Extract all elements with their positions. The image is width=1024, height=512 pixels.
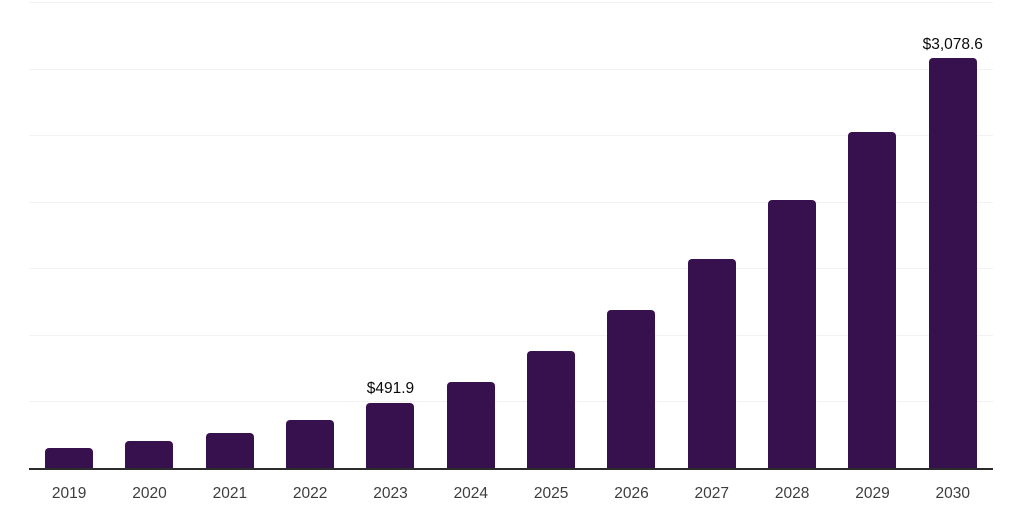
data-label-2030: $3,078.6 — [922, 35, 983, 53]
bar-2027 — [687, 258, 736, 468]
gridline-1000 — [29, 334, 993, 336]
x-tick-label-2024: 2024 — [453, 485, 489, 502]
bar-slot-2024 — [431, 2, 511, 468]
x-tick-label-2020: 2020 — [132, 485, 167, 502]
gridline-1500 — [29, 268, 993, 270]
x-tick-label-2027: 2027 — [694, 485, 730, 502]
bar-2023 — [366, 402, 415, 468]
bar-2026 — [607, 310, 656, 468]
bar-2021 — [205, 433, 254, 468]
bars-layer: $491.9 $3,078.6 — [29, 2, 993, 468]
x-tick-label-2026: 2026 — [614, 485, 649, 502]
bar-slot-2023: $491.9 — [350, 2, 430, 468]
bar-2024 — [446, 381, 495, 468]
bar-slot-2026 — [591, 2, 671, 468]
bar-2020 — [125, 440, 174, 468]
x-tick-label-2021: 2021 — [212, 485, 248, 502]
x-tick-label-2019: 2019 — [51, 485, 87, 502]
x-tick-label-2028: 2028 — [774, 485, 810, 502]
bar-2025 — [527, 351, 576, 468]
x-tick-label-2023: 2023 — [373, 485, 408, 502]
bar-slot-2027 — [672, 2, 752, 468]
gridline-3000 — [29, 68, 993, 70]
x-axis-labels: 2019 2020 2021 2022 2023 2024 2025 2026 2027 2028… — [29, 485, 993, 503]
plot-area: $491.9 $3,078.6 — [29, 2, 993, 470]
bar-slot-2020 — [109, 2, 189, 468]
bar-2028 — [768, 199, 817, 468]
bar-2029 — [848, 131, 897, 468]
bar-slot-2025 — [511, 2, 591, 468]
x-tick-label-2029: 2029 — [855, 485, 890, 502]
x-tick-label-2022: 2022 — [292, 485, 328, 502]
bar-slot-2022 — [270, 2, 350, 468]
bar-slot-2021 — [190, 2, 270, 468]
bar-2022 — [286, 420, 335, 468]
bar-2019 — [45, 448, 94, 468]
gridline-2500 — [29, 135, 993, 137]
bar-slot-2030: $3,078.6 — [913, 2, 993, 468]
gridline-2000 — [29, 201, 993, 203]
bar-slot-2019 — [29, 2, 109, 468]
x-tick-label-2030: 2030 — [935, 485, 971, 502]
x-tick-label-2025: 2025 — [533, 485, 569, 502]
gridline-3500 — [29, 2, 993, 3]
gridline-500 — [29, 401, 993, 403]
data-label-2023: $491.9 — [366, 380, 415, 398]
bar-slot-2029 — [832, 2, 912, 468]
bar-2030 — [928, 58, 977, 468]
bar-slot-2028 — [752, 2, 832, 468]
